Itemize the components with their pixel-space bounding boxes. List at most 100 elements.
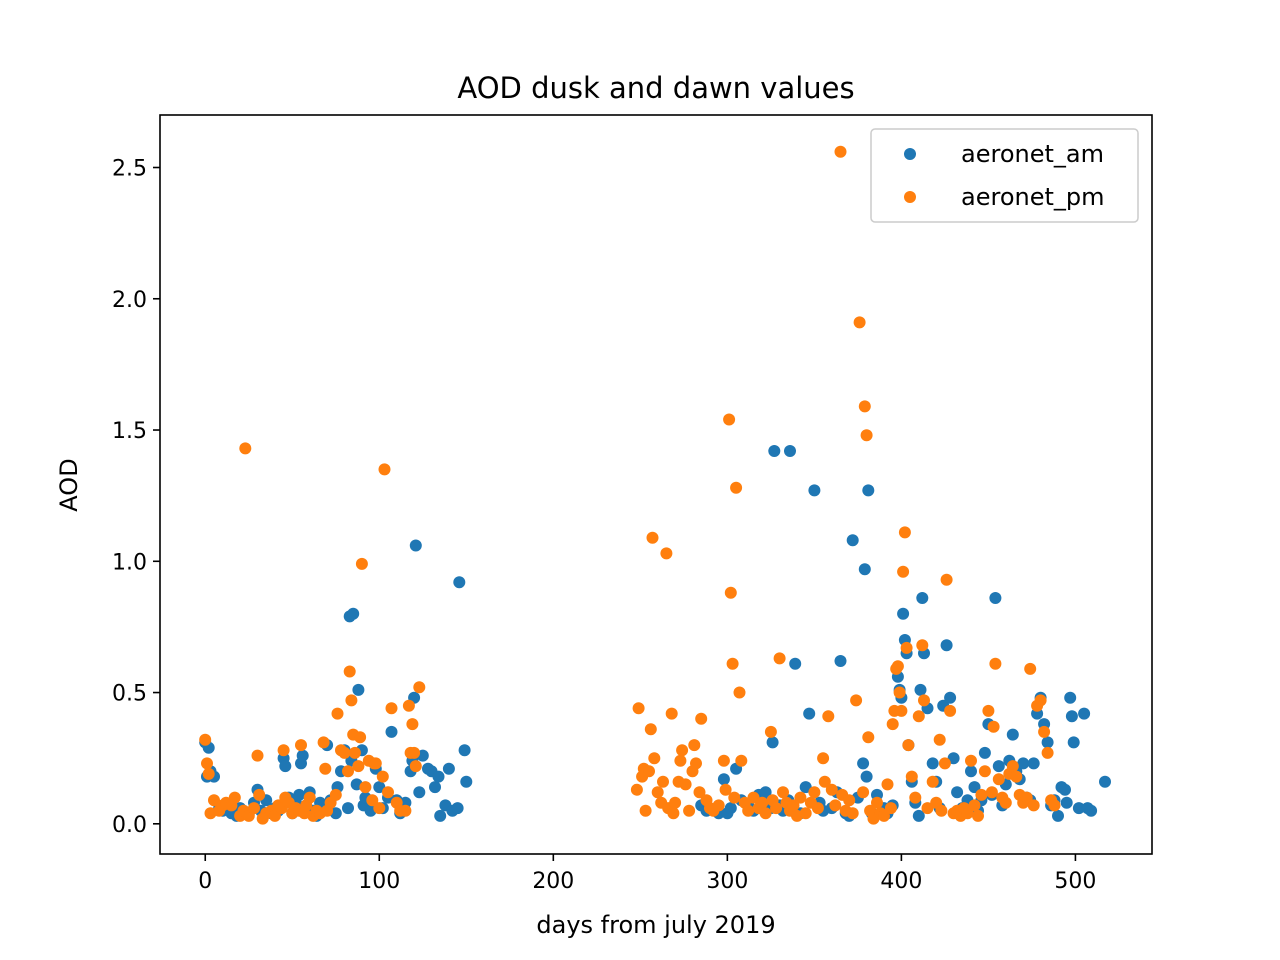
data-point-aeronet_pm: [822, 710, 835, 723]
data-point-aeronet_pm: [648, 752, 661, 765]
x-axis: 0 100 200 300 400 500: [198, 854, 1096, 894]
data-point-aeronet_pm: [277, 744, 290, 757]
data-point-aeronet_pm: [895, 704, 908, 717]
data-point-aeronet_pm: [756, 796, 769, 809]
data-point-aeronet_pm: [355, 557, 368, 570]
data-point-aeronet_pm: [399, 804, 412, 817]
data-point-aeronet_pm: [978, 765, 991, 778]
data-point-aeronet_pm: [667, 807, 680, 820]
data-point-aeronet_am: [434, 809, 447, 822]
x-tick-label: 400: [880, 869, 922, 894]
data-point-aeronet_am: [862, 484, 875, 497]
data-point-aeronet_am: [916, 592, 929, 604]
data-point-aeronet_pm: [693, 786, 706, 799]
data-point-aeronet_pm: [665, 707, 678, 720]
data-point-aeronet_pm: [811, 802, 824, 815]
data-point-aeronet_am: [947, 752, 960, 765]
data-point-aeronet_pm: [905, 770, 918, 783]
data-point-aeronet_pm: [817, 752, 830, 765]
data-point-aeronet_am: [724, 802, 737, 815]
data-point-aeronet_pm: [646, 531, 659, 544]
data-point-aeronet_pm: [352, 760, 365, 773]
data-point-aeronet_am: [342, 802, 354, 815]
data-point-aeronet_am: [1027, 757, 1040, 770]
data-point-aeronet_pm: [921, 802, 934, 815]
data-point-aeronet_am: [296, 749, 309, 762]
series-aeronet_pm: [199, 145, 1061, 825]
x-axis-label: days from july 2019: [536, 911, 775, 939]
data-point-aeronet_pm: [829, 799, 842, 812]
data-point-aeronet_pm: [695, 712, 708, 725]
data-point-aeronet_pm: [253, 788, 266, 801]
data-point-aeronet_pm: [632, 702, 645, 715]
data-point-aeronet_pm: [777, 786, 789, 799]
data-point-aeronet_am: [808, 484, 821, 497]
data-point-aeronet_pm: [884, 802, 897, 815]
data-point-aeronet_pm: [825, 783, 838, 796]
data-point-aeronet_am: [759, 786, 772, 799]
data-point-aeronet_pm: [373, 802, 386, 815]
data-point-aeronet_am: [293, 788, 306, 801]
y-tick-label: 2.5: [112, 157, 147, 182]
data-point-aeronet_am: [799, 781, 812, 794]
data-point-aeronet_am: [766, 736, 779, 749]
data-point-aeronet_am: [897, 607, 910, 620]
y-tick-label: 1.0: [112, 550, 147, 575]
data-point-aeronet_am: [1006, 728, 1019, 741]
data-point-aeronet_am: [432, 770, 445, 783]
data-point-aeronet_pm: [891, 660, 904, 673]
data-point-aeronet_pm: [378, 463, 391, 476]
data-point-aeronet_pm: [871, 796, 883, 809]
plot-area: [199, 145, 1111, 825]
data-point-aeronet_pm: [893, 686, 906, 699]
data-point-aeronet_am: [860, 770, 873, 783]
data-point-aeronet_pm: [808, 786, 821, 799]
data-point-aeronet_pm: [742, 804, 755, 817]
data-point-aeronet_pm: [912, 710, 925, 723]
y-axis-label: AOD: [55, 458, 83, 511]
data-point-aeronet_pm: [898, 526, 911, 539]
data-point-aeronet_am: [373, 781, 386, 794]
plot-frame: [159, 114, 1153, 855]
data-point-aeronet_am: [717, 773, 730, 786]
data-point-aeronet_pm: [759, 807, 772, 820]
legend-box: [870, 128, 1139, 223]
data-point-aeronet_pm: [773, 652, 786, 665]
data-point-aeronet_pm: [787, 799, 800, 812]
data-point-aeronet_pm: [926, 775, 939, 788]
data-point-aeronet_am: [978, 746, 991, 759]
data-point-aeronet_am: [940, 639, 953, 652]
data-point-aeronet_pm: [938, 757, 951, 770]
data-point-aeronet_pm: [972, 809, 984, 822]
data-point-aeronet_pm: [717, 754, 730, 767]
data-point-aeronet_pm: [733, 686, 746, 699]
data-point-aeronet_pm: [724, 586, 737, 599]
data-point-aeronet_pm: [354, 731, 367, 744]
data-point-aeronet_pm: [834, 145, 847, 158]
data-point-aeronet_pm: [676, 744, 689, 757]
data-point-aeronet_am: [1060, 796, 1073, 809]
data-point-aeronet_am: [784, 445, 796, 457]
data-point-aeronet_pm: [987, 720, 1000, 733]
data-point-aeronet_am: [1059, 783, 1071, 796]
x-tick-label: 100: [358, 869, 400, 894]
data-point-aeronet_pm: [726, 657, 739, 670]
data-point-aeronet_am: [409, 539, 422, 552]
data-point-aeronet_pm: [342, 765, 354, 778]
data-point-aeronet_am: [968, 781, 981, 794]
data-point-aeronet_pm: [965, 754, 977, 767]
data-point-aeronet_pm: [728, 791, 741, 804]
legend-marker-aeronet-pm: [904, 191, 916, 203]
data-point-aeronet_pm: [902, 739, 915, 752]
data-point-aeronet_pm: [385, 702, 398, 715]
data-point-aeronet_am: [951, 786, 964, 799]
data-point-aeronet_pm: [858, 400, 871, 413]
data-point-aeronet_pm: [853, 316, 866, 329]
data-point-aeronet_pm: [251, 749, 264, 762]
data-point-aeronet_pm: [202, 767, 215, 780]
data-point-aeronet_pm: [343, 665, 356, 678]
data-point-aeronet_pm: [886, 718, 899, 731]
data-point-aeronet_am: [1072, 802, 1085, 815]
data-point-aeronet_pm: [268, 809, 281, 822]
